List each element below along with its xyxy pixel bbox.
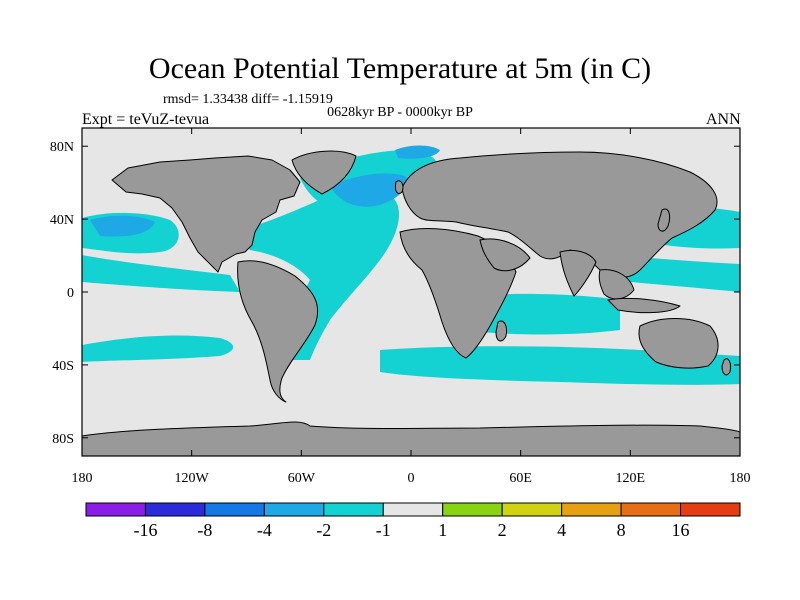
experiment-label: Expt = teVuZ-tevua: [82, 111, 210, 128]
land-eurasia: [401, 151, 718, 278]
colorbar-swatch: [561, 502, 622, 517]
land-australia: [638, 318, 719, 369]
land-india: [559, 249, 597, 297]
colorbar-swatch: [144, 502, 206, 517]
colorbar-swatch: [204, 502, 265, 517]
season-label: ANN: [706, 111, 741, 128]
colorbar-swatch: [263, 502, 325, 517]
colorbar-label: -8: [197, 520, 212, 540]
anomaly-far-south: [82, 389, 740, 407]
land-africa: [399, 228, 517, 359]
lon-tick-label: 120E: [616, 471, 646, 486]
land-masses: [82, 150, 740, 456]
land-japan: [657, 208, 671, 232]
land-south-america: [237, 260, 319, 403]
lon-tick-label: 180: [72, 471, 93, 486]
colorbar-label: -4: [257, 520, 272, 540]
colorbar-label: 2: [498, 520, 507, 540]
lat-ticks: 80N 40N 0 40S 80S: [50, 140, 740, 447]
colorbar-label: -16: [133, 520, 157, 540]
map-title: Ocean Potential Temperature at 5m (in C): [148, 52, 652, 85]
land-indonesia: [607, 297, 681, 314]
land-arabia: [479, 238, 531, 272]
lat-tick-label: 80S: [52, 432, 74, 447]
stats-text: rmsd= 1.33438 diff= -1.15919: [163, 92, 333, 107]
anomaly-indian-ocean: [470, 293, 620, 335]
lat-tick-label: 80N: [50, 140, 74, 155]
lon-tick-label: 60E: [509, 471, 532, 486]
colorbar-label: 4: [557, 520, 566, 540]
lon-tick-label: 60W: [288, 471, 316, 486]
colorbar-swatch: [442, 502, 503, 517]
colorbar-swatch: [323, 502, 384, 517]
period-text: 0628kyr BP - 0000kyr BP: [327, 105, 473, 120]
anomaly-tropical-pacific-east: [82, 255, 240, 292]
colorbar-swatch: [85, 502, 146, 517]
anomaly-blue-n-pacific: [90, 215, 155, 237]
anomaly-fields: [82, 145, 740, 407]
land-north-america: [111, 155, 301, 273]
lon-tick-label: 180: [730, 471, 751, 486]
lon-tick-label: 0: [408, 471, 415, 486]
lat-tick-label: 40S: [52, 359, 74, 374]
colorbar-swatch: [680, 502, 741, 517]
land-greenland: [291, 150, 357, 195]
anomaly-atlantic: [235, 184, 400, 360]
anomaly-blue-arctic: [395, 145, 440, 159]
land-new-zealand: [721, 358, 731, 376]
anomaly-blue-n-atlantic: [330, 173, 408, 207]
lon-tick-label: 120W: [175, 471, 210, 486]
colorbar-label: -1: [376, 520, 391, 540]
colorbar-swatch: [501, 502, 563, 517]
lat-tick-label: 0: [67, 286, 74, 301]
colorbar-label: 16: [672, 520, 690, 540]
colorbar-label: -2: [316, 520, 331, 540]
colorbar-label: 8: [617, 520, 626, 540]
colorbar: -16 -8 -4 -2 -1 1 2 4 8 16: [85, 502, 741, 540]
lat-tick-label: 40N: [50, 213, 74, 228]
land-uk: [395, 180, 404, 195]
land-antarctica: [82, 421, 740, 456]
lon-ticks: 180 120W 60W 0 60E 120E 180: [72, 128, 751, 486]
anomaly-southern-band-west: [82, 335, 234, 362]
colorbar-label: 1: [438, 520, 447, 540]
colorbar-swatch: [620, 502, 682, 517]
land-madagascar: [495, 320, 507, 342]
colorbar-swatch: [382, 502, 444, 517]
